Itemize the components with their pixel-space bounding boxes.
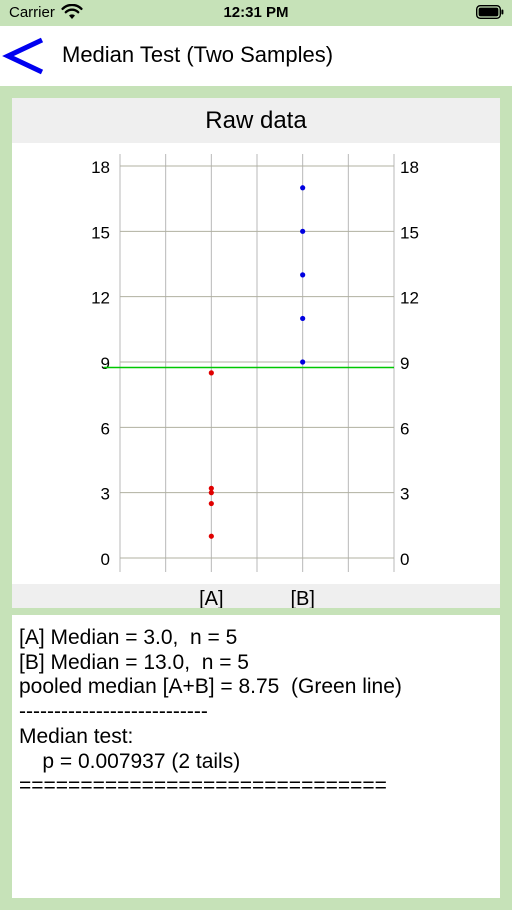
- y-tick-label-right: 6: [400, 419, 409, 438]
- data-point: [300, 228, 306, 234]
- raw-data-chart: 0 0 3 3 6 6 9 9 12 12 15 15 18 18 [A] [B]: [91, 154, 419, 608]
- y-tick-label-right: 9: [400, 354, 409, 373]
- data-point: [208, 533, 214, 539]
- result-line: pooled median [A+B] = 8.75 (Green line): [19, 675, 402, 699]
- chart-footer: [12, 584, 500, 608]
- result-line: [A] Median = 3.0, n = 5: [19, 626, 238, 649]
- data-point: [208, 370, 214, 376]
- navigation-bar: Median Test (Two Samples): [0, 26, 512, 86]
- y-tick-label-left: 12: [91, 289, 110, 308]
- data-point: [208, 485, 214, 491]
- y-tick-label-left: 6: [101, 419, 110, 438]
- results-panel: [A] Median = 3.0, n = 5 [B] Median = 13.0…: [12, 615, 500, 898]
- result-line: ==============================: [19, 774, 387, 798]
- x-category-label: [B]: [290, 588, 314, 608]
- battery-icon: [476, 5, 504, 19]
- chevron-left-icon[interactable]: [2, 34, 48, 78]
- y-tick-label-right: 12: [400, 289, 419, 308]
- y-tick-label-left: 3: [101, 485, 110, 504]
- result-line: Median test:: [19, 724, 134, 748]
- y-tick-label-left: 0: [101, 550, 110, 569]
- y-tick-label-left: 9: [101, 354, 110, 373]
- data-point: [300, 359, 306, 365]
- clock-time: 12:31 PM: [223, 4, 289, 21]
- status-bar: Carrier 12:31 PM: [0, 0, 512, 26]
- y-tick-label-right: 15: [400, 223, 419, 242]
- result-line: ---------------------------: [19, 700, 208, 724]
- y-tick-label-left: 18: [91, 158, 110, 177]
- y-tick-label-right: 0: [400, 550, 409, 569]
- result-line: [B] Median = 13.0, n = 5: [19, 650, 249, 674]
- x-category-label: [A]: [199, 588, 223, 608]
- carrier-label: Carrier: [9, 4, 55, 21]
- chart-title: Raw data: [12, 98, 500, 143]
- data-point: [300, 315, 306, 322]
- y-tick-label-left: 15: [91, 223, 110, 242]
- data-point: [300, 185, 306, 191]
- result-line: p = 0.007937 (2 tails): [19, 749, 241, 773]
- y-tick-label-right: 18: [400, 158, 419, 177]
- page-title: Median Test (Two Samples): [62, 42, 334, 67]
- data-point: [208, 500, 214, 507]
- y-tick-label-right: 3: [400, 485, 409, 504]
- raw-data-panel: Raw data 0 0 3 3 6 6 9 9 12 12 15 15 18 18 [A] [B]: [12, 98, 500, 608]
- wifi-icon: [61, 4, 83, 19]
- data-point: [208, 490, 214, 496]
- data-point: [300, 272, 306, 278]
